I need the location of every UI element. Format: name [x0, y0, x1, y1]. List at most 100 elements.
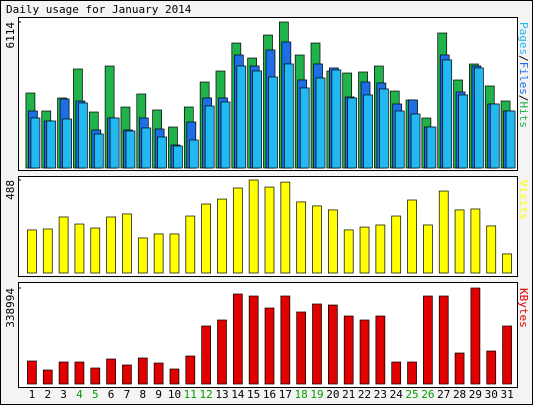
bar	[248, 179, 259, 274]
bar	[74, 223, 85, 274]
bar	[78, 102, 88, 169]
bar	[312, 205, 322, 274]
x-tick-label: 12	[200, 388, 213, 401]
bar	[328, 304, 338, 385]
x-tick-label: 23	[374, 388, 387, 401]
bar	[248, 295, 259, 385]
bar	[30, 117, 41, 169]
bar	[46, 120, 57, 169]
bar	[90, 227, 101, 274]
bar	[137, 237, 148, 274]
bar	[442, 59, 453, 169]
bar	[458, 94, 468, 169]
bar	[486, 350, 497, 385]
bar	[157, 136, 167, 169]
bar	[109, 117, 120, 169]
bar	[137, 357, 148, 385]
bar	[347, 97, 358, 169]
legend-entry: Visits	[517, 180, 530, 220]
bar	[331, 69, 342, 169]
bar	[502, 325, 512, 385]
x-tick-label: 30	[485, 388, 498, 401]
bar	[169, 233, 180, 274]
x-tick-label: 21	[342, 388, 355, 401]
bar	[58, 216, 69, 274]
bar	[486, 225, 497, 274]
bar	[42, 228, 53, 274]
legend-entry: Hits	[517, 102, 530, 129]
legend-entry: Files	[517, 62, 530, 95]
bar	[454, 352, 465, 385]
bar	[315, 77, 326, 169]
bar	[232, 293, 243, 385]
bar	[153, 362, 164, 385]
bar	[90, 367, 101, 385]
x-tick-label: 22	[358, 388, 371, 401]
bar	[27, 360, 37, 385]
bar	[328, 209, 338, 274]
bar	[312, 303, 322, 385]
x-tick-label: 28	[453, 388, 466, 401]
bar	[188, 139, 199, 169]
bar	[296, 311, 307, 385]
x-tick-label: 8	[139, 388, 146, 401]
bar	[474, 67, 484, 169]
bar	[391, 361, 402, 385]
bar	[122, 213, 132, 274]
bar	[62, 118, 72, 169]
bar	[169, 368, 180, 385]
x-tick-label: 15	[247, 388, 260, 401]
legend: Pages/Files/Hits	[517, 22, 530, 128]
bar	[141, 127, 152, 169]
bar	[106, 216, 116, 274]
bar	[470, 208, 481, 274]
bar	[359, 226, 370, 274]
x-tick-label: 13	[215, 388, 228, 401]
bar	[106, 358, 116, 385]
bar	[283, 63, 294, 169]
bar	[375, 315, 386, 385]
bar	[363, 94, 373, 169]
bar	[173, 145, 183, 169]
bar	[502, 253, 512, 274]
bar	[423, 295, 433, 385]
bar	[58, 361, 69, 385]
bar	[185, 355, 196, 385]
bar	[201, 203, 211, 274]
bar	[27, 229, 37, 274]
x-tick-label: 27	[437, 388, 450, 401]
x-tick-label: 5	[92, 388, 99, 401]
bar	[438, 295, 449, 385]
y-tick-label: 488	[4, 180, 17, 200]
bar	[454, 209, 465, 274]
bar	[204, 105, 215, 169]
bar	[280, 295, 291, 385]
chart-title: Daily usage for January 2014	[6, 3, 192, 16]
bar	[410, 113, 421, 169]
bar	[201, 325, 211, 385]
bar	[232, 187, 243, 274]
x-tick-label: 4	[76, 388, 83, 401]
x-tick-label: 3	[60, 388, 67, 401]
bar	[236, 65, 247, 169]
bar	[252, 70, 263, 169]
bar	[394, 110, 405, 169]
x-tick-label: 9	[155, 388, 162, 401]
bar	[93, 133, 104, 169]
bar	[407, 361, 417, 385]
y-tick-label: 338994	[4, 288, 17, 328]
x-tick-label: 1	[29, 388, 36, 401]
bar	[505, 110, 516, 169]
bar	[42, 369, 53, 385]
bar	[423, 224, 433, 274]
legend: KBytes	[517, 288, 530, 328]
bar	[359, 319, 370, 385]
x-tick-label: 2	[44, 388, 51, 401]
bar	[343, 229, 354, 274]
bar	[280, 181, 291, 274]
bar	[264, 186, 275, 274]
bar	[153, 233, 164, 274]
y-tick-label: 6114	[4, 22, 17, 49]
x-tick-label: 11	[184, 388, 197, 401]
